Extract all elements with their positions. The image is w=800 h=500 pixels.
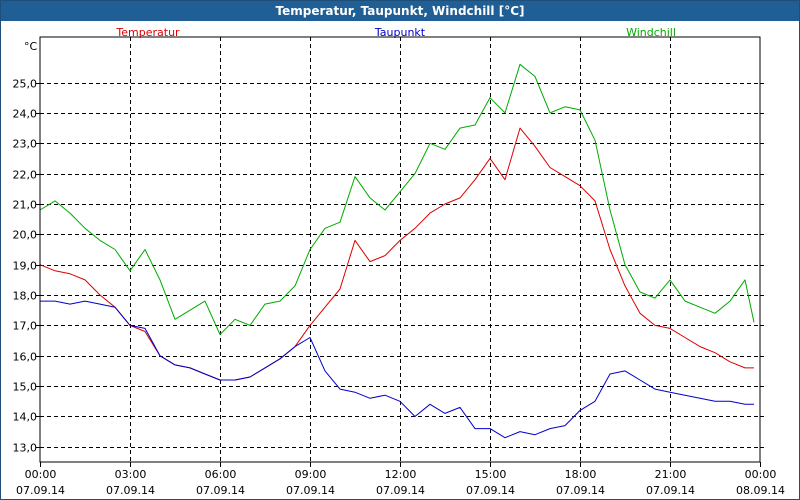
x-tick-date: 08.09.14 — [736, 484, 785, 497]
y-tick-label: 23,0 — [13, 138, 38, 151]
x-tick-date: 07.09.14 — [286, 484, 335, 497]
x-tick-time: 18:00 — [565, 468, 597, 481]
y-tick-label: 17,0 — [13, 320, 38, 333]
x-tick-date: 07.09.14 — [106, 484, 155, 497]
y-tick-label: 20,0 — [13, 229, 38, 242]
y-tick-label: 15,0 — [13, 381, 38, 394]
legend-temperatur: Temperatur — [115, 26, 180, 39]
grid — [40, 37, 760, 462]
series-line-taupunkt — [40, 300, 754, 439]
y-tick-label: 13,0 — [13, 442, 38, 455]
y-tick-label: 18,0 — [13, 290, 38, 303]
y-tick-label: 25,0 — [13, 78, 38, 91]
x-tick-time: 09:00 — [295, 468, 327, 481]
x-axis: 00:00 07.09.14 03:00 07.09.14 06:00 07.09.14 0… — [16, 462, 785, 497]
y-tick-label: 14,0 — [13, 411, 38, 424]
y-axis: 13,0 14,0 15,0 16,0 17,0 18,0 19,0 20,0 21,0 22,0… — [13, 78, 764, 455]
x-tick-date: 07.09.14 — [16, 484, 65, 497]
x-tick-date: 07.09.14 — [376, 484, 425, 497]
y-axis-unit: °C — [24, 40, 38, 53]
x-tick-date: 07.09.14 — [646, 484, 695, 497]
y-tick-label: 22,0 — [13, 169, 38, 182]
window-title: Temperatur, Taupunkt, Windchill [°C] — [1, 1, 799, 21]
x-tick-time: 06:00 — [205, 468, 237, 481]
series-line-windchill — [39, 63, 755, 335]
x-tick-time: 15:00 — [475, 468, 507, 481]
x-tick-date: 07.09.14 — [196, 484, 245, 497]
legend-taupunkt: Taupunkt — [374, 26, 426, 39]
x-tick-time: 21:00 — [655, 468, 687, 481]
x-tick-time: 12:00 — [385, 468, 417, 481]
x-tick-date: 07.09.14 — [466, 484, 515, 497]
x-tick-time: 03:00 — [115, 468, 147, 481]
x-tick-date: 07.09.14 — [556, 484, 605, 497]
y-tick-label: 24,0 — [13, 108, 38, 121]
series-layer — [39, 63, 755, 439]
y-tick-label: 19,0 — [13, 260, 38, 273]
y-tick-label: 21,0 — [13, 199, 38, 212]
y-tick-label: 16,0 — [13, 351, 38, 364]
x-tick-time: 00:00 — [745, 468, 777, 481]
legend-windchill: Windchill — [626, 26, 676, 39]
x-tick-time: 00:00 — [25, 468, 57, 481]
